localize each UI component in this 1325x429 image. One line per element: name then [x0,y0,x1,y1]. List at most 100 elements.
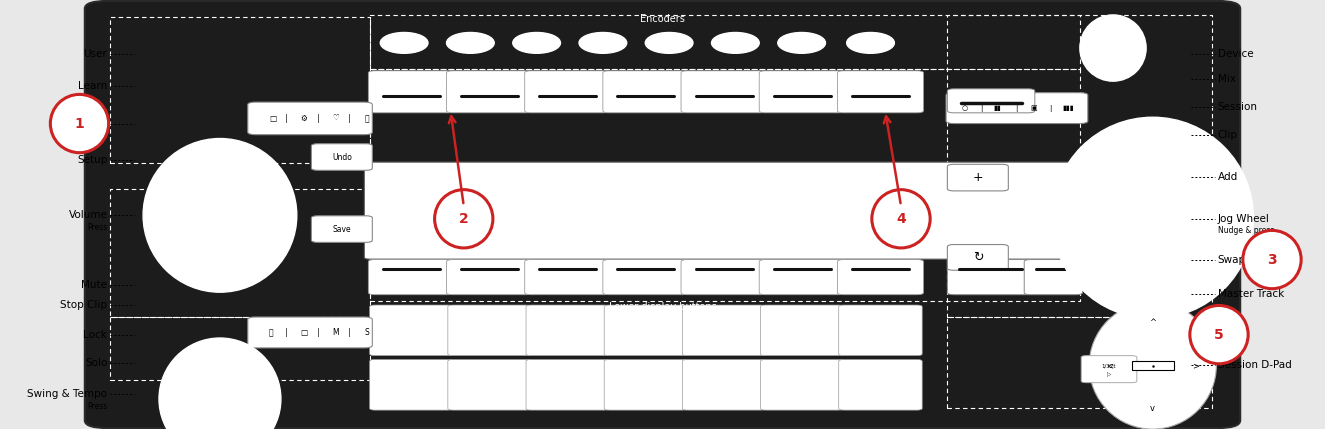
FancyBboxPatch shape [1132,361,1174,370]
Ellipse shape [645,33,693,53]
Ellipse shape [513,33,560,53]
FancyBboxPatch shape [448,305,531,356]
Text: Press: Press [87,402,107,411]
Text: 3: 3 [1267,253,1277,266]
Ellipse shape [1243,230,1301,289]
FancyBboxPatch shape [370,360,453,410]
Text: M: M [333,328,339,337]
FancyBboxPatch shape [761,305,844,356]
FancyBboxPatch shape [368,71,454,113]
Text: |: | [980,105,983,112]
FancyBboxPatch shape [311,216,372,242]
Text: Volume: Volume [69,209,107,220]
Ellipse shape [1052,117,1253,319]
Text: 2: 2 [458,212,469,226]
Text: Learn: Learn [78,81,107,91]
Text: S: S [364,328,370,337]
Text: <: < [1106,361,1113,370]
FancyBboxPatch shape [947,245,1008,270]
FancyBboxPatch shape [947,89,1035,113]
Text: Upper display buttons: Upper display buttons [608,168,717,178]
FancyBboxPatch shape [447,71,533,113]
Ellipse shape [847,33,894,53]
FancyBboxPatch shape [604,305,688,356]
Text: |: | [348,114,351,123]
Ellipse shape [1190,305,1248,364]
Text: Encoders: Encoders [640,14,685,24]
FancyBboxPatch shape [947,260,1034,295]
Text: |: | [348,328,351,337]
Text: ^: ^ [1149,318,1157,327]
FancyBboxPatch shape [1081,356,1137,383]
Text: □: □ [269,114,276,123]
FancyBboxPatch shape [85,1,1240,428]
Text: Clip: Clip [1218,130,1238,140]
FancyBboxPatch shape [248,317,372,348]
FancyBboxPatch shape [946,93,1088,124]
Text: Lower display buttons: Lower display buttons [608,302,717,312]
Text: □: □ [301,328,307,337]
FancyBboxPatch shape [526,360,610,410]
FancyBboxPatch shape [368,260,454,295]
Text: ♡: ♡ [333,114,339,123]
Ellipse shape [435,190,493,248]
Text: Setup: Setup [77,154,107,165]
Text: 1: 1 [74,117,85,130]
Text: +: + [973,171,983,184]
FancyBboxPatch shape [447,260,533,295]
Ellipse shape [143,139,297,292]
FancyBboxPatch shape [837,71,924,113]
Text: Mix: Mix [1218,74,1236,85]
Text: Swing & Tempo: Swing & Tempo [28,389,107,399]
FancyBboxPatch shape [311,144,372,170]
FancyBboxPatch shape [1024,260,1083,295]
Text: |: | [317,114,319,123]
Text: ⚿: ⚿ [269,328,273,337]
FancyBboxPatch shape [525,71,611,113]
Ellipse shape [1089,302,1216,429]
Text: Lock: Lock [83,329,107,340]
FancyBboxPatch shape [759,260,845,295]
FancyBboxPatch shape [761,360,844,410]
Text: User: User [83,48,107,59]
Text: Solo: Solo [85,357,107,368]
FancyBboxPatch shape [759,71,845,113]
Text: Add: Add [1218,172,1238,182]
Ellipse shape [1080,15,1146,81]
Text: 1/32t: 1/32t [1102,363,1116,368]
Ellipse shape [380,33,428,53]
Text: ▣: ▣ [1031,105,1037,111]
Ellipse shape [579,33,627,53]
Text: v: v [1150,404,1155,413]
FancyBboxPatch shape [248,102,372,135]
Text: 4: 4 [896,212,906,226]
FancyBboxPatch shape [370,305,453,356]
FancyBboxPatch shape [525,260,611,295]
Text: ▷: ▷ [1106,372,1112,377]
FancyBboxPatch shape [603,71,689,113]
Text: ▮▮: ▮▮ [994,105,1002,111]
FancyBboxPatch shape [682,305,766,356]
Text: 5: 5 [1214,328,1224,341]
FancyBboxPatch shape [681,71,767,113]
Text: |: | [1049,105,1052,112]
FancyBboxPatch shape [837,260,924,295]
Ellipse shape [778,33,825,53]
Text: ○: ○ [962,105,969,111]
FancyBboxPatch shape [603,260,689,295]
Text: |: | [285,114,288,123]
FancyBboxPatch shape [681,260,767,295]
Text: Stop Clip: Stop Clip [61,299,107,310]
Text: Nudge & press: Nudge & press [1218,227,1275,235]
Text: ⚿: ⚿ [364,114,368,123]
Text: Press: Press [87,223,107,232]
Text: Jog Wheel: Jog Wheel [1218,214,1269,224]
Text: Mute: Mute [81,280,107,290]
Ellipse shape [50,94,109,153]
Ellipse shape [159,338,281,429]
Text: Session D-Pad: Session D-Pad [1218,360,1292,370]
Text: Session: Session [1218,102,1257,112]
Text: Master Track: Master Track [1218,289,1284,299]
Text: Undo: Undo [331,153,352,161]
Text: |: | [285,328,288,337]
